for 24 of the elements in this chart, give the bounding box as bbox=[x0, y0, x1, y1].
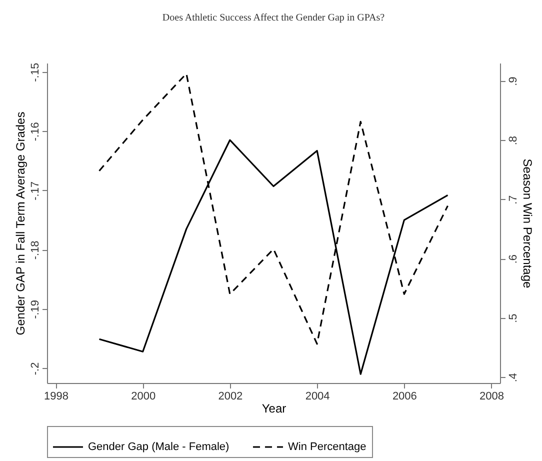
y-tick-label: -.17 bbox=[30, 181, 42, 200]
x-tick-label: 2004 bbox=[305, 390, 330, 402]
legend-label: Win Percentage bbox=[288, 441, 366, 453]
y2-tick-label: .7 bbox=[508, 195, 520, 204]
y-tick-label: -.18 bbox=[30, 240, 42, 260]
y2-axis-title: Season Win Percentage bbox=[520, 158, 534, 289]
x-tick-label: 2002 bbox=[218, 390, 243, 402]
legend-label: Gender Gap (Male - Female) bbox=[88, 441, 230, 453]
y-tick-label: -.16 bbox=[30, 122, 42, 142]
y2-tick-label: .9 bbox=[508, 76, 520, 86]
x-tick-label: 1998 bbox=[44, 390, 68, 402]
x-axis-title: Year bbox=[262, 402, 286, 416]
y-axis-title: Gender GAP in Fall Term Average Grades bbox=[14, 112, 28, 336]
y-tick-label: -.2 bbox=[30, 362, 42, 376]
y2-tick-label: .5 bbox=[508, 314, 520, 323]
x-tick-label: 2006 bbox=[392, 390, 417, 402]
x-tick-label: 2000 bbox=[131, 390, 156, 402]
y-tick-label: -.19 bbox=[30, 300, 42, 319]
y2-tick-label: .6 bbox=[508, 254, 520, 264]
y-tick-label: -.15 bbox=[30, 62, 42, 82]
y2-tick-label: .8 bbox=[508, 136, 520, 146]
chart-title: Does Athletic Success Affect the Gender Gap in GPAs? bbox=[162, 12, 386, 24]
x-tick-label: 2008 bbox=[480, 390, 504, 402]
y2-tick-label: .4 bbox=[508, 372, 520, 382]
